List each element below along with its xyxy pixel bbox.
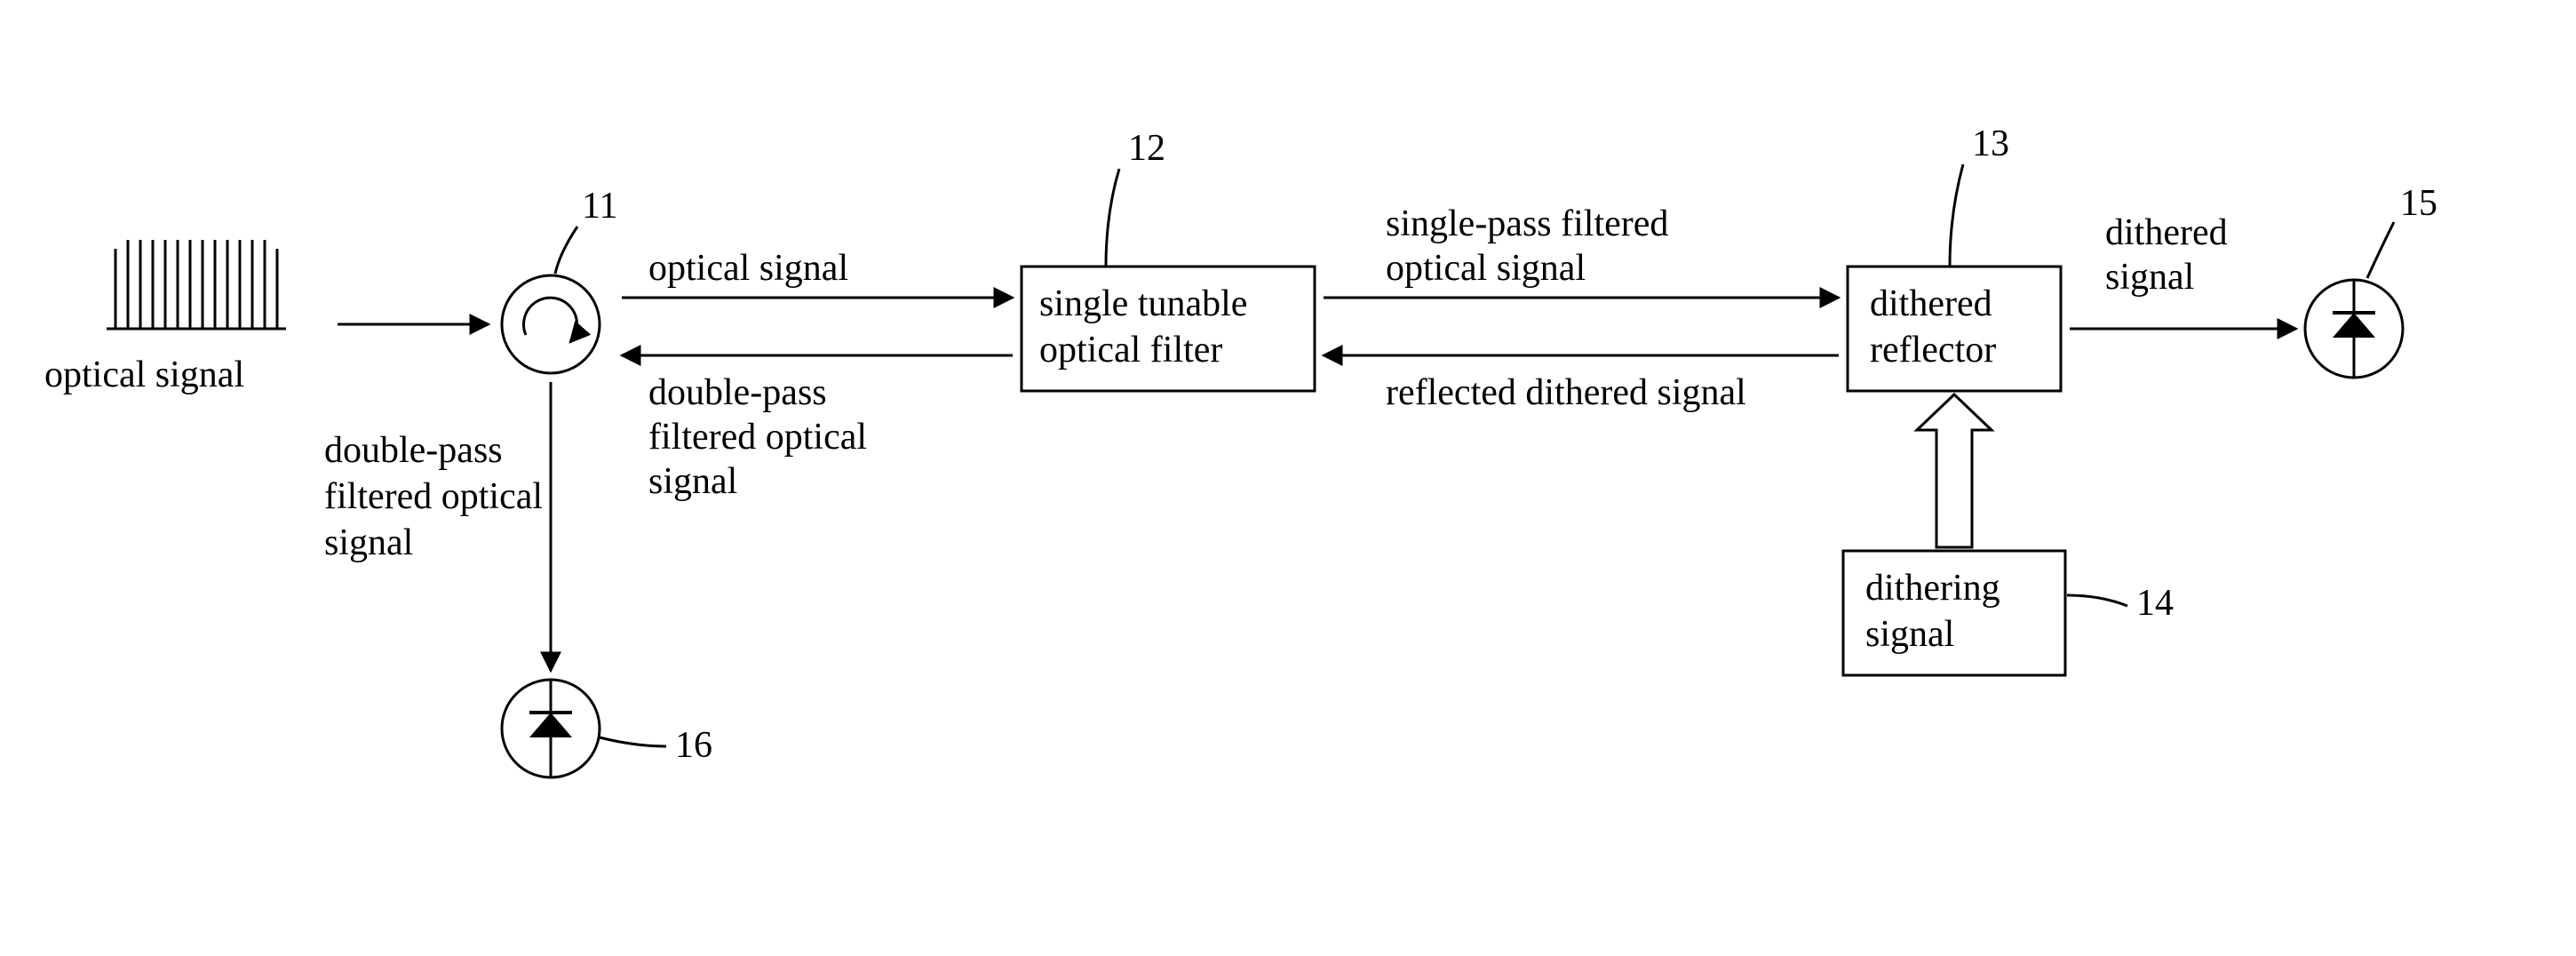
label-reflected-dithered: reflected dithered signal bbox=[1386, 372, 1746, 413]
dithering-box-label: dithering bbox=[1865, 568, 2000, 609]
dithering-up-arrow bbox=[1917, 394, 1992, 547]
label-double-pass-between: double-pass bbox=[648, 372, 827, 413]
label-single-pass: single-pass filtered bbox=[1386, 203, 1668, 244]
dithering-box-label: signal bbox=[1865, 614, 1954, 655]
label-double-pass-between: signal bbox=[648, 461, 737, 502]
detector-down bbox=[502, 680, 600, 777]
ref-det-right: 15 bbox=[2400, 183, 2437, 224]
label-dithered-out: signal bbox=[2105, 257, 2194, 298]
ref-reflector: 13 bbox=[1972, 123, 2009, 164]
optical-signal-input-label: optical signal bbox=[44, 355, 244, 395]
reflector-box-label: reflector bbox=[1870, 330, 1996, 370]
label-double-pass-down: double-pass bbox=[324, 430, 503, 471]
ref-dither-src: 14 bbox=[2136, 583, 2174, 624]
reflector-box-label: dithered bbox=[1870, 283, 1992, 324]
detector-right bbox=[2305, 280, 2403, 378]
optical-signal-source bbox=[107, 240, 286, 329]
label-double-pass-between: filtered optical bbox=[648, 417, 867, 458]
filter-box-label: optical filter bbox=[1039, 330, 1222, 370]
label-single-pass: optical signal bbox=[1386, 248, 1586, 289]
ref-filter: 12 bbox=[1128, 128, 1165, 169]
ref-det-down: 16 bbox=[675, 725, 712, 766]
ref-circulator: 11 bbox=[582, 186, 617, 227]
label-optical-signal-fwd: optical signal bbox=[648, 248, 848, 289]
label-double-pass-down: filtered optical bbox=[324, 476, 543, 517]
circulator bbox=[502, 227, 600, 373]
label-double-pass-down: signal bbox=[324, 522, 413, 563]
filter-box-label: single tunable bbox=[1039, 283, 1247, 324]
label-dithered-out: dithered bbox=[2105, 212, 2228, 253]
